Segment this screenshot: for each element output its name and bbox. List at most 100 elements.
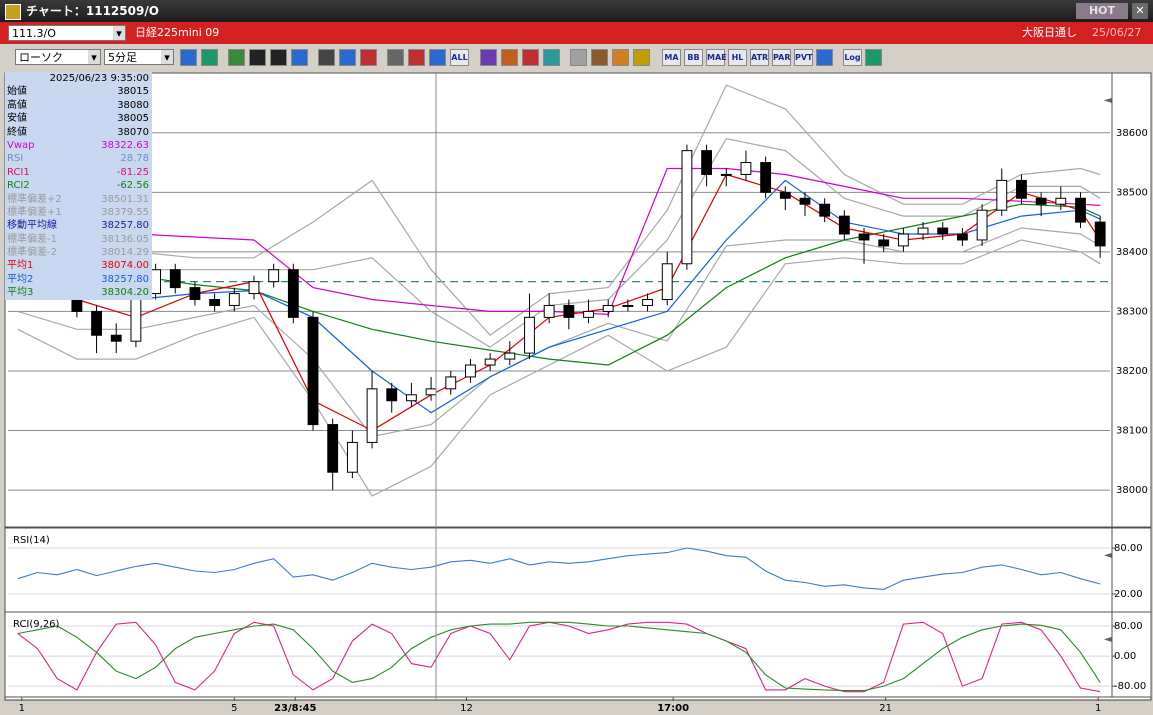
toolbar-icon[interactable] [360, 49, 377, 66]
info-value: 28.78 [120, 153, 149, 165]
toolbar-icon[interactable] [408, 49, 425, 66]
candle-body [307, 316, 319, 426]
overlay-line [17, 227, 1101, 438]
chart: ◄ ◄ ◄ 38000 38100 38200 38300 38400 38500 38600 80… [4, 72, 1152, 714]
date: 25/06/27 [1092, 26, 1142, 39]
close-button[interactable]: ✕ [1132, 3, 1148, 19]
y-tick-label: -80.00 [1114, 681, 1146, 692]
symbol-bar: 111.3/O 日経225mini 09 大阪日通し 25/06/27 [0, 22, 1153, 44]
toolbar-button[interactable]: PVT [794, 49, 813, 66]
info-label: 平均3 [7, 287, 34, 299]
toolbar-icon[interactable] [865, 49, 882, 66]
candle-body [228, 293, 240, 306]
candle-body [405, 394, 417, 402]
info-row: RSI 28.78 [5, 152, 152, 165]
candle-body [661, 263, 673, 301]
session: 大阪日通し [1022, 26, 1077, 39]
toolbar-button[interactable]: ATR [750, 49, 769, 66]
candle-body [287, 269, 299, 318]
candle-body [976, 209, 988, 241]
info-datetime: 2025/06/23 9:35:00 [49, 73, 149, 84]
info-label: 高値 [7, 99, 27, 111]
info-value: 38379.55 [101, 206, 149, 218]
info-label: 標準偏差+1 [7, 206, 62, 218]
candle-body [248, 281, 260, 295]
toolbar-icon[interactable] [816, 49, 833, 66]
toolbar-icon[interactable] [429, 49, 446, 66]
x-tick-label: 21 [879, 703, 892, 714]
info-value: 38015 [117, 86, 149, 98]
info-row: 標準偏差+2 38501.31 [5, 193, 152, 206]
candle-body [130, 293, 142, 342]
symbol-name: 日経225mini 09 [135, 26, 220, 39]
toolbar-button[interactable]: MA [662, 49, 681, 66]
toolbar-button[interactable]: MAE [706, 49, 727, 66]
toolbar-button[interactable]: Log [843, 49, 862, 66]
toolbar-icon[interactable] [570, 49, 587, 66]
toolbar-icon[interactable] [633, 49, 650, 66]
toolbar-icon[interactable] [249, 49, 266, 66]
app-icon [5, 4, 21, 20]
toolbar-icon[interactable] [612, 49, 629, 66]
info-label: 安値 [7, 113, 27, 125]
interval-select[interactable]: 5分足 [104, 49, 174, 65]
info-row: Vwap 38322.63 [5, 139, 152, 152]
toolbar-icon[interactable] [270, 49, 287, 66]
x-tick-label: 1 [19, 703, 25, 714]
candle-body [189, 287, 201, 301]
toolbar-button[interactable]: ALL [450, 49, 469, 66]
toolbar-icon[interactable] [180, 49, 197, 66]
toolbar-icon[interactable] [291, 49, 308, 66]
candle-body [346, 441, 358, 473]
info-label: 始値 [7, 86, 27, 98]
candle-body [524, 316, 535, 354]
info-value: 38070 [117, 126, 149, 138]
hot-button[interactable]: HOT [1076, 3, 1128, 19]
toolbar-icon[interactable] [543, 49, 560, 66]
candle-body [583, 310, 594, 318]
y-tick-label: 38300 [1116, 306, 1148, 317]
toolbar-button[interactable]: BB [684, 49, 703, 66]
toolbar-icon[interactable] [339, 49, 356, 66]
toolbar-icon[interactable] [318, 49, 335, 66]
candle-body [150, 269, 162, 295]
toolbar-icon[interactable] [387, 49, 404, 66]
toolbar-icon[interactable] [522, 49, 539, 66]
info-value: -81.25 [116, 166, 149, 178]
candle-body [1094, 221, 1106, 247]
toolbar-button[interactable]: PAR [772, 49, 791, 66]
toolbar-icon[interactable] [591, 49, 608, 66]
toolbar-icon[interactable] [228, 49, 245, 66]
info-value: 38080 [117, 99, 149, 111]
candle-body [209, 299, 221, 306]
info-row: 移動平均線 38257.80 [5, 219, 152, 232]
candle-body [858, 233, 870, 241]
info-label: 標準偏差-2 [7, 247, 57, 259]
info-row: 平均3 38304.20 [5, 286, 152, 299]
candle-body [819, 203, 831, 217]
y-tick-label: 80.00 [1114, 621, 1143, 632]
toolbar-icon[interactable] [501, 49, 518, 66]
info-row: 標準偏差-1 38136.05 [5, 233, 152, 246]
candle-body [543, 304, 555, 318]
chart-style-select[interactable]: ローソク [15, 49, 101, 65]
toolbar-icon[interactable] [201, 49, 218, 66]
title-bar: チャート：1112509/O HOT ✕ [0, 0, 1153, 22]
candle-body [563, 304, 575, 318]
x-tick-label: 23/8:45 [274, 703, 316, 714]
candle-body [1055, 197, 1067, 205]
toolbar-icon[interactable] [480, 49, 497, 66]
info-label: 標準偏差-1 [7, 233, 57, 245]
candle-body [366, 388, 378, 443]
candle-body [681, 150, 693, 265]
y-tick-label: 38600 [1116, 128, 1148, 139]
info-value: 38304.20 [101, 287, 149, 299]
toolbar-button[interactable]: HL [728, 49, 747, 66]
info-row: 始値 38015 [5, 85, 152, 98]
symbol-select[interactable]: 111.3/O [8, 25, 126, 41]
candle-body [622, 304, 634, 307]
candle-body [484, 358, 496, 366]
info-row: RCI1 -81.25 [5, 166, 152, 179]
x-tick-label: 17:00 [657, 703, 689, 714]
info-label: Vwap [7, 139, 35, 151]
